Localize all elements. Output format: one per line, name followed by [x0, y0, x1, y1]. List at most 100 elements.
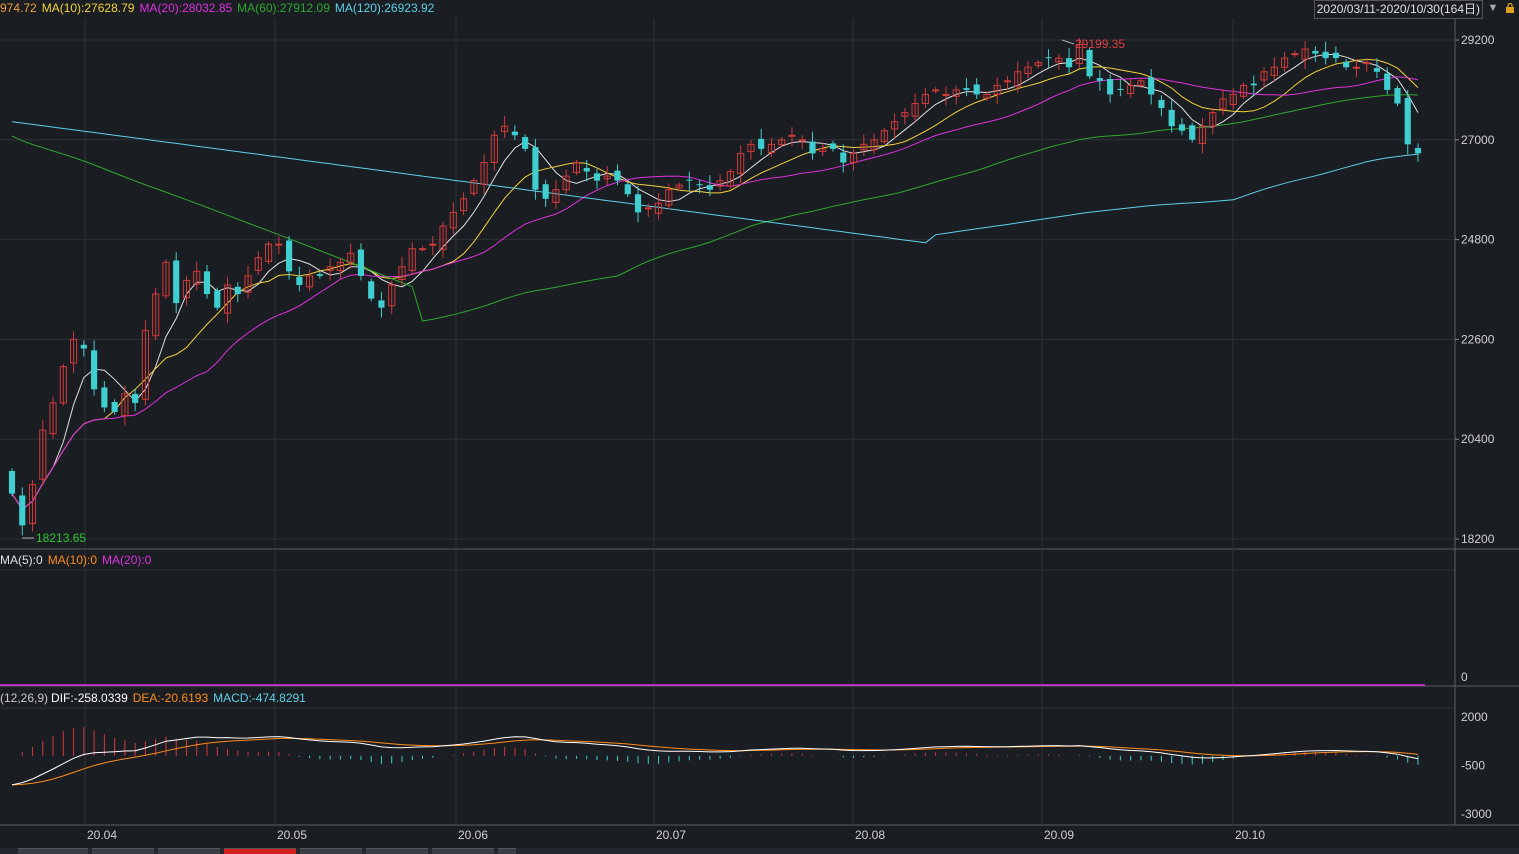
- candle-body-down: [686, 179, 693, 181]
- candle-body-up: [880, 130, 888, 143]
- candle-body-up: [737, 152, 745, 174]
- vol-ma10: MA(10):0: [47, 553, 98, 567]
- chevron-down-icon[interactable]: ▼: [1487, 2, 1499, 14]
- bottom-tab[interactable]: [92, 848, 154, 854]
- candle-body-down: [542, 184, 549, 199]
- candle-body-up: [716, 180, 724, 187]
- candle-body-up: [819, 148, 827, 153]
- candle-body-up: [1260, 71, 1268, 81]
- candle-body-down: [1189, 125, 1196, 140]
- candle-body-up: [921, 93, 929, 105]
- candle-body-up: [49, 402, 57, 435]
- candle-body-up: [470, 180, 478, 194]
- x-tick-label: 20.06: [458, 828, 488, 842]
- candle-body-up: [69, 338, 78, 364]
- price-tick-label: 27000: [1461, 133, 1495, 147]
- candle-body-down: [973, 84, 980, 95]
- candle-body-down: [1394, 88, 1401, 104]
- grid-lines: [0, 18, 1519, 826]
- candle-body-up: [870, 139, 878, 151]
- candle-body-up: [347, 252, 355, 263]
- candle-body-up: [429, 243, 437, 246]
- bottom-tab[interactable]: [300, 848, 362, 854]
- candle-body-up: [562, 175, 570, 191]
- candle-body-up: [480, 161, 488, 185]
- bottom-tab[interactable]: [498, 848, 516, 854]
- price-tick-label: 24800: [1461, 233, 1495, 247]
- candle-body-down: [583, 167, 590, 172]
- bottom-tab[interactable]: [158, 848, 220, 854]
- candle-body-up: [162, 261, 170, 297]
- ma20-line: [11, 76, 1419, 511]
- candle-body-down: [378, 300, 385, 308]
- ma10-value: MA(10):27628.79: [41, 1, 135, 15]
- candle-body-down: [214, 290, 221, 308]
- macd-tick-label: 2000: [1461, 710, 1488, 724]
- candle-body-down: [511, 131, 518, 136]
- candle-body-down: [132, 393, 139, 403]
- candle-body-down: [1086, 49, 1093, 77]
- candle-body-up: [408, 248, 416, 271]
- candle-body-up: [152, 293, 160, 337]
- candle-body-up: [1034, 62, 1042, 66]
- vol-ma20: MA(20):0: [102, 553, 152, 567]
- candle-body-up: [1270, 66, 1278, 76]
- dea-value: DEA:-20.6193: [132, 691, 209, 705]
- ma20-value: MA(20):28032.85: [139, 1, 233, 15]
- candle-body-down: [522, 137, 529, 149]
- candle-body-down: [1332, 52, 1339, 59]
- candle-body-down: [1117, 88, 1124, 90]
- candle-body-down: [1096, 78, 1103, 81]
- candle-body-up: [1239, 84, 1248, 97]
- candle-body-up: [439, 225, 447, 251]
- bottom-tab[interactable]: [432, 848, 494, 854]
- price-tick-label: 20400: [1461, 432, 1495, 446]
- candle-body-down: [1343, 61, 1350, 68]
- candle-body-up: [264, 243, 273, 262]
- axes: 29200 27000 24800 22600 20400 18200 20.04 20.05…: [22, 33, 1495, 842]
- price-tick-label: 18200: [1461, 532, 1495, 546]
- macd-panel: 2000 -500 -3000: [11, 710, 1492, 821]
- dea-line: [11, 737, 1419, 786]
- max-pointer: [1061, 39, 1075, 45]
- bottom-tab-active[interactable]: [224, 848, 296, 854]
- candle-body-up: [490, 134, 498, 163]
- candle-body-down: [8, 470, 16, 494]
- candle-body-up: [306, 275, 314, 288]
- date-range-selector[interactable]: 2020/03/11-2020/10/30(164日): [1313, 0, 1483, 19]
- candle-body-down: [614, 170, 621, 181]
- candle-body-down: [111, 402, 118, 412]
- candle-body-up: [1209, 112, 1217, 127]
- candle-body-down: [357, 249, 365, 276]
- candle-body-up: [1003, 80, 1012, 83]
- candle-body-down: [1158, 99, 1165, 109]
- max-price-label: 29199.35: [1075, 37, 1125, 51]
- dif-line: [11, 736, 1419, 786]
- candle-body-up: [983, 93, 991, 99]
- candle-body-down: [316, 274, 323, 276]
- candle-body-up: [952, 89, 960, 97]
- candle-body-up: [891, 121, 899, 130]
- candle-body-up: [1014, 71, 1022, 87]
- bottom-tab[interactable]: [366, 848, 428, 854]
- candle-body-up: [1219, 98, 1227, 110]
- vol-ma5: MA(5):0: [0, 553, 43, 567]
- candle-body-up: [336, 261, 344, 271]
- candle-body-up: [1137, 80, 1145, 86]
- bottom-tab-strip: [0, 848, 1519, 854]
- lock-icon[interactable]: [1505, 3, 1515, 13]
- candle-body-up: [275, 243, 283, 246]
- candle-body-down: [840, 152, 847, 163]
- candle-body-down: [963, 88, 970, 90]
- x-tick-label: 20.09: [1044, 828, 1074, 842]
- candle-body-up: [849, 152, 858, 163]
- candle-body-down: [829, 143, 837, 149]
- candle-body-up: [911, 103, 919, 117]
- candle-body-down: [1404, 98, 1411, 145]
- candle-body-up: [121, 393, 129, 417]
- macd-tick-label: -500: [1461, 759, 1485, 773]
- candle-body-up: [572, 161, 581, 173]
- bottom-tab[interactable]: [18, 848, 88, 854]
- candle-body-down: [1414, 147, 1422, 154]
